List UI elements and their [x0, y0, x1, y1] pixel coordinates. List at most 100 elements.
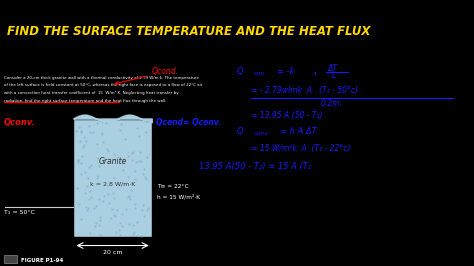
- Text: 13.95 A(50 - T₂) = 15 A (T₂: 13.95 A(50 - T₂) = 15 A (T₂: [199, 162, 311, 171]
- Point: [141, 174, 149, 179]
- Point: [100, 194, 108, 199]
- Point: [121, 137, 128, 141]
- Text: = -k: = -k: [277, 67, 295, 76]
- Text: Consider a 20-cm thick granite wall with a thermal conductivity of 2.79 W/m·k. T: Consider a 20-cm thick granite wall with…: [4, 76, 199, 80]
- Text: 0.2m.: 0.2m.: [321, 99, 343, 108]
- Point: [131, 169, 138, 174]
- Point: [99, 199, 107, 203]
- Point: [85, 124, 93, 128]
- Text: 20 cm: 20 cm: [103, 250, 122, 255]
- Point: [78, 172, 85, 177]
- Point: [77, 130, 85, 134]
- Point: [118, 211, 126, 216]
- Text: ΔT: ΔT: [327, 64, 337, 73]
- Point: [128, 151, 136, 155]
- Point: [96, 218, 103, 222]
- Text: L: L: [332, 71, 336, 80]
- Point: [107, 215, 114, 220]
- Point: [139, 203, 146, 207]
- Text: of the left surface is held constant at 50°C, whereas the right face is exposed : of the left surface is held constant at …: [4, 83, 202, 87]
- Text: h = 15 W/m²·K: h = 15 W/m²·K: [157, 194, 201, 199]
- Point: [133, 220, 141, 225]
- Point: [142, 177, 149, 181]
- Point: [85, 196, 93, 201]
- Point: [143, 119, 151, 123]
- Point: [128, 158, 136, 162]
- Text: Qcond.: Qcond.: [115, 67, 179, 85]
- Text: Qconv.: Qconv.: [4, 118, 36, 127]
- Point: [109, 206, 116, 211]
- Point: [112, 214, 119, 218]
- Text: a: a: [313, 70, 316, 76]
- Point: [129, 232, 137, 236]
- Point: [131, 177, 139, 181]
- Point: [88, 195, 95, 199]
- Point: [92, 221, 100, 225]
- Point: [116, 159, 124, 163]
- Point: [74, 160, 82, 164]
- Point: [131, 206, 139, 210]
- Point: [145, 206, 152, 210]
- Text: = - 2.79wlmk  A . (T₂ - 50°c): = - 2.79wlmk A . (T₂ - 50°c): [251, 86, 358, 95]
- Point: [138, 208, 146, 212]
- Point: [93, 204, 100, 208]
- Text: FIGURE P1-94: FIGURE P1-94: [21, 258, 64, 263]
- Point: [116, 228, 123, 232]
- Point: [86, 231, 93, 236]
- Point: [77, 129, 84, 134]
- Point: [95, 163, 102, 168]
- Point: [129, 223, 137, 227]
- Point: [89, 130, 96, 134]
- Point: [80, 135, 88, 139]
- Point: [75, 125, 83, 129]
- Bar: [73, 119, 152, 237]
- Point: [110, 196, 118, 201]
- Point: [83, 207, 91, 212]
- Point: [129, 149, 137, 154]
- Text: con: con: [254, 70, 265, 76]
- Text: T₁ = 50°C: T₁ = 50°C: [4, 210, 35, 215]
- Point: [87, 130, 94, 134]
- Point: [77, 217, 84, 222]
- Point: [78, 160, 85, 165]
- Point: [93, 142, 101, 146]
- Point: [81, 191, 89, 196]
- Point: [117, 122, 125, 126]
- Point: [94, 174, 102, 178]
- Point: [73, 129, 80, 133]
- Text: k = 2.8 W/m·K: k = 2.8 W/m·K: [90, 182, 135, 186]
- Point: [87, 163, 94, 167]
- Point: [140, 214, 147, 218]
- Text: Q: Q: [237, 127, 244, 136]
- Point: [131, 201, 139, 206]
- Point: [119, 157, 127, 161]
- Point: [104, 192, 111, 196]
- Point: [74, 157, 82, 162]
- Point: [119, 168, 127, 172]
- Point: [130, 230, 137, 234]
- Point: [122, 206, 130, 211]
- Point: [136, 159, 143, 164]
- Point: [143, 155, 151, 159]
- Point: [128, 188, 135, 193]
- Point: [95, 223, 103, 227]
- Point: [136, 150, 144, 154]
- Point: [86, 189, 94, 193]
- Point: [102, 120, 110, 125]
- Point: [84, 176, 91, 180]
- Point: [73, 185, 81, 190]
- Point: [93, 121, 101, 125]
- Point: [86, 165, 93, 169]
- Text: = h A ΔT·: = h A ΔT·: [280, 127, 319, 136]
- Point: [79, 153, 86, 158]
- Point: [126, 197, 133, 201]
- Bar: [4, 255, 17, 263]
- Point: [143, 208, 151, 213]
- Point: [75, 202, 83, 206]
- Text: = 15 W/m²k  A  (T₂ - 22°c): = 15 W/m²k A (T₂ - 22°c): [251, 144, 351, 153]
- Point: [94, 156, 102, 160]
- Text: conv: conv: [254, 131, 269, 136]
- Point: [110, 152, 118, 156]
- Point: [109, 191, 117, 196]
- Text: Q: Q: [237, 67, 244, 76]
